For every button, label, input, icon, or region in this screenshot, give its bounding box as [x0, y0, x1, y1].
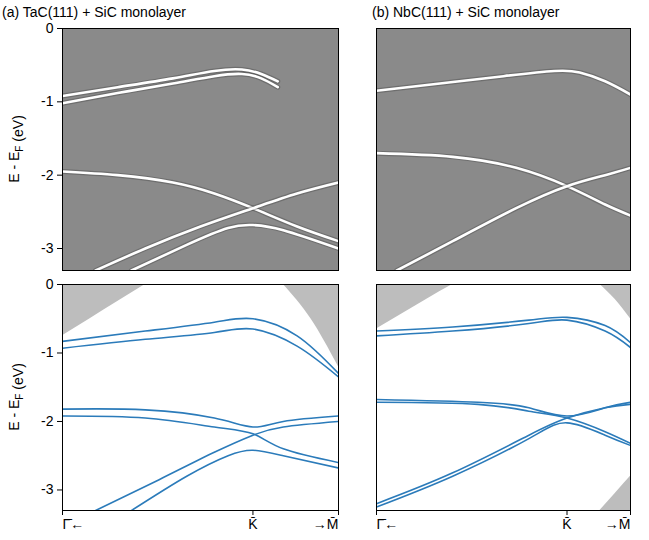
svg-text:-1: -1 — [41, 344, 54, 360]
svg-text:K̄: K̄ — [562, 516, 572, 532]
svg-text:→M̄: →M̄ — [605, 516, 631, 532]
svg-text:0: 0 — [46, 276, 54, 292]
svg-text:-1: -1 — [41, 93, 54, 109]
svg-text:→M̄: →M̄ — [313, 516, 339, 532]
html-text:(a) TaC(111) + SiC monolayer: (a) TaC(111) + SiC monolayer — [2, 4, 186, 20]
svg-text:-3: -3 — [41, 481, 54, 497]
svg-text:E - EF (eV): E - EF (eV) — [6, 115, 26, 183]
html-text:(b) NbC(111) + SiC monolayer: (b) NbC(111) + SiC monolayer — [372, 4, 560, 20]
svg-text:0: 0 — [46, 20, 54, 36]
svg-text:Γ̄←: Γ̄← — [377, 516, 399, 532]
svg-text:-3: -3 — [41, 240, 54, 256]
svg-text:Γ̄←: Γ̄← — [63, 516, 85, 532]
svg-text:E - EF (eV): E - EF (eV) — [6, 363, 26, 431]
svg-text:-2: -2 — [41, 167, 54, 183]
svg-text:-2: -2 — [41, 413, 54, 429]
svg-text:K̄: K̄ — [248, 516, 258, 532]
